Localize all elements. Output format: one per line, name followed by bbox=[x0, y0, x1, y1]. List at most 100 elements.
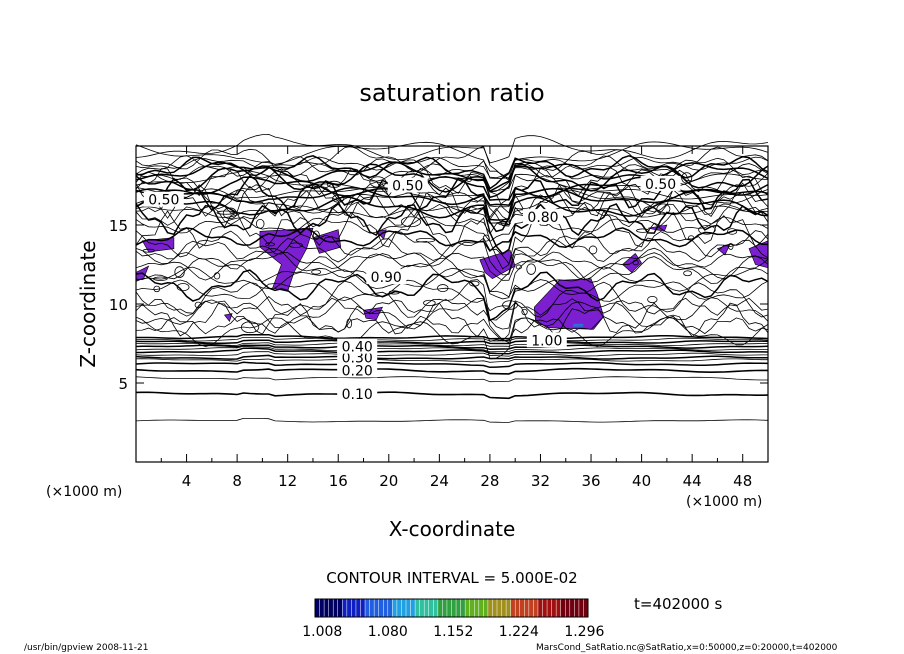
colorbar-swatch bbox=[315, 599, 320, 617]
contour-line bbox=[136, 337, 769, 342]
contour-eddy bbox=[656, 203, 671, 215]
contour-line bbox=[135, 367, 768, 375]
contour-eddy bbox=[469, 280, 480, 287]
contour-label: 0.40 bbox=[342, 340, 373, 356]
contour-eddy bbox=[423, 299, 436, 307]
contour-line bbox=[135, 216, 769, 243]
contour-eddy bbox=[636, 228, 650, 233]
colorbar bbox=[314, 599, 589, 617]
colorbar-swatch bbox=[492, 599, 498, 617]
colorbar-swatch bbox=[369, 599, 375, 617]
colorbar-swatch bbox=[565, 599, 571, 617]
colorbar-swatch bbox=[396, 599, 402, 617]
colorbar-tick-label: 1.152 bbox=[433, 624, 473, 640]
colorbar-swatch bbox=[574, 599, 580, 617]
contour-eddy bbox=[482, 234, 490, 242]
colorbar-swatch bbox=[442, 599, 448, 617]
time-label: t=402000 s bbox=[634, 595, 722, 613]
contour-label-bg bbox=[337, 338, 378, 354]
contour-eddy bbox=[176, 283, 190, 292]
footer-right: MarsCond_SatRatio.nc@SatRatio,x=0:50000,… bbox=[536, 643, 838, 653]
contour-eddy bbox=[502, 300, 518, 310]
x-tick-label: 12 bbox=[278, 472, 297, 490]
contour-eddy bbox=[647, 295, 658, 304]
supersaturated-region bbox=[259, 227, 314, 292]
colorbar-swatch bbox=[528, 599, 534, 617]
contour-eddy bbox=[688, 235, 695, 241]
colorbar-swatch bbox=[483, 599, 489, 617]
colorbar-swatch bbox=[524, 599, 530, 617]
contour-line bbox=[135, 279, 769, 330]
contour-eddy bbox=[526, 263, 536, 275]
contour-eddy bbox=[369, 176, 387, 188]
contour-line bbox=[135, 186, 769, 206]
colorbar-swatch bbox=[551, 599, 557, 617]
colorbar-swatch bbox=[569, 599, 575, 617]
contour-line bbox=[135, 145, 769, 181]
colorbar-swatch bbox=[478, 599, 484, 617]
contour-line bbox=[135, 295, 769, 321]
colorbar-swatch bbox=[437, 599, 443, 617]
x-tick-label: 4 bbox=[182, 472, 192, 490]
colorbar-swatch bbox=[474, 599, 480, 617]
contour-eddy bbox=[643, 206, 657, 215]
colorbar-swatch bbox=[533, 599, 539, 617]
contour-eddy bbox=[588, 245, 598, 255]
y-axis-unit: (×1000 m) bbox=[686, 494, 762, 510]
contour-eddy bbox=[681, 172, 693, 184]
contour-eddy bbox=[388, 290, 400, 295]
contour-line bbox=[135, 391, 769, 400]
colorbar-swatch bbox=[583, 599, 589, 617]
contour-label-bg bbox=[526, 332, 567, 348]
supersaturated-region bbox=[533, 278, 605, 330]
contour-label: 0.80 bbox=[527, 210, 558, 226]
contour-eddy bbox=[400, 216, 422, 228]
colorbar-swatch bbox=[465, 599, 470, 617]
x-axis-unit-left: (×1000 m) bbox=[46, 484, 122, 500]
colorbar-swatch bbox=[355, 599, 361, 617]
colorbar-swatch bbox=[510, 599, 516, 617]
x-axis-label: X-coordinate bbox=[389, 517, 516, 541]
contour-label: 0.20 bbox=[342, 363, 373, 379]
contour-label: 0.50 bbox=[645, 177, 676, 193]
x-tick-label: 16 bbox=[329, 472, 348, 490]
colorbar-swatch bbox=[324, 599, 329, 617]
contour-eddy bbox=[153, 285, 161, 293]
contour-line bbox=[135, 344, 769, 351]
contour-eddy bbox=[265, 242, 275, 247]
contour-label: 0.10 bbox=[342, 387, 373, 403]
contour-label-bg bbox=[337, 362, 378, 378]
contour-eddy bbox=[346, 318, 353, 329]
contour-line bbox=[135, 201, 769, 235]
contour-eddy bbox=[222, 207, 238, 220]
contour-line bbox=[135, 279, 769, 312]
supersaturated-region bbox=[716, 243, 731, 256]
contour-line bbox=[135, 182, 769, 221]
colorbar-swatch bbox=[506, 599, 511, 617]
colorbar-swatch bbox=[424, 599, 430, 617]
colorbar-tick-label: 1.080 bbox=[368, 624, 408, 640]
colorbar-swatch bbox=[383, 599, 389, 617]
contour-line bbox=[135, 302, 769, 342]
colorbar-swatch bbox=[360, 599, 366, 617]
x-tick-label: 28 bbox=[480, 472, 499, 490]
colorbar-frame bbox=[314, 598, 589, 618]
contour-line bbox=[135, 186, 769, 208]
contour-eddy bbox=[727, 228, 738, 235]
contour-labels: 0.10 0.200.300.40 0.50 0.50 0.50 0.80 0.90 1.00 bbox=[143, 175, 681, 403]
contour-eddy bbox=[142, 248, 155, 253]
contour-line bbox=[136, 333, 769, 340]
chart-title: saturation ratio bbox=[359, 79, 544, 107]
contour-eddy bbox=[698, 225, 716, 235]
colorbar-swatch bbox=[346, 599, 352, 617]
colorbar-ticks: 1.008 1.080 1.152 1.224 1.296 bbox=[302, 624, 604, 640]
contour-label: 0.50 bbox=[392, 179, 423, 195]
contour-label-bg bbox=[337, 386, 378, 402]
contour-line bbox=[135, 133, 769, 164]
contour-label-bg bbox=[366, 269, 407, 285]
colorbar-swatch bbox=[556, 599, 561, 617]
contour-line bbox=[135, 269, 769, 322]
contour-line bbox=[135, 315, 769, 342]
contour-eddy bbox=[521, 308, 528, 316]
